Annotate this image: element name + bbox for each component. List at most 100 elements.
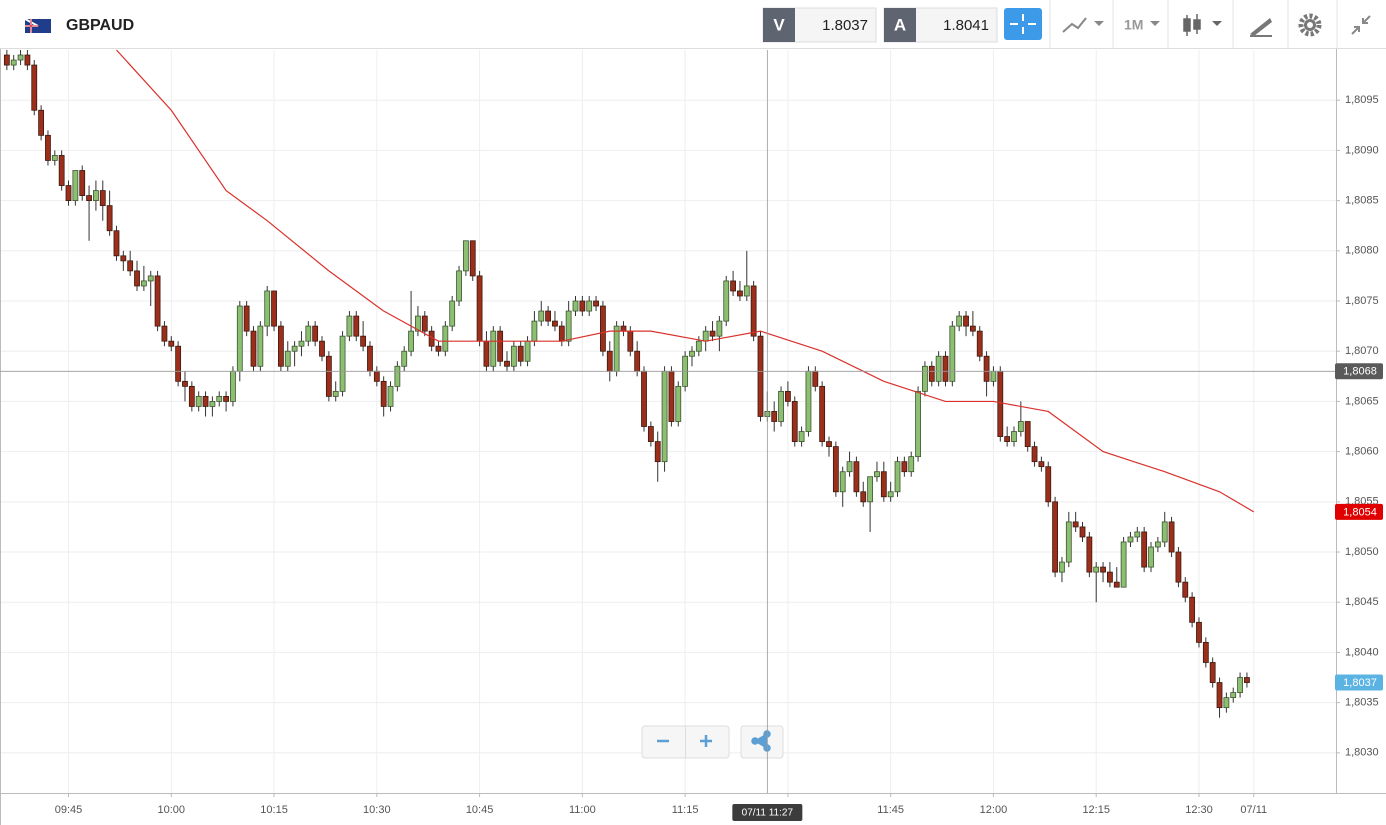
candle-body <box>517 345 524 362</box>
candle-body <box>127 260 134 272</box>
y-tick-label: 1,8065 <box>1345 395 1379 407</box>
candle-body <box>819 385 826 442</box>
chart-type-icon[interactable] <box>1062 17 1104 33</box>
candle-body <box>1182 581 1189 598</box>
collapse-icon[interactable] <box>1351 15 1371 35</box>
candle-body <box>737 290 743 297</box>
zoom-controls[interactable] <box>641 725 784 759</box>
y-tick-label: 1,8040 <box>1345 646 1379 658</box>
candle-body <box>586 300 593 312</box>
candle-body <box>778 390 784 422</box>
candle-body <box>1237 677 1243 693</box>
draw-icon[interactable] <box>1250 18 1272 37</box>
candle-body <box>236 305 243 372</box>
candle-body <box>168 340 175 347</box>
candle-body <box>1107 571 1113 583</box>
crosshair-button[interactable] <box>1004 8 1042 40</box>
plot-area <box>0 49 1336 793</box>
candle-body <box>394 365 401 387</box>
candle-body <box>312 325 319 342</box>
candle-body <box>935 355 942 382</box>
candle-body <box>1168 521 1175 553</box>
candles-icon[interactable] <box>1183 14 1222 36</box>
candle-body <box>1120 541 1127 588</box>
y-tick-label: 1,8030 <box>1345 747 1379 759</box>
candle-body <box>476 275 483 342</box>
symbol: GBPAUD <box>66 17 134 34</box>
candle-body <box>278 325 284 367</box>
candle-body <box>353 315 360 337</box>
candle-body <box>1059 561 1065 573</box>
bid-box[interactable]: V 1.8037 <box>762 7 877 43</box>
candle-body <box>346 315 353 337</box>
candle-body <box>1230 692 1237 699</box>
candle-body <box>832 446 839 493</box>
ask-box[interactable]: A 1.8041 <box>883 7 998 43</box>
candle-body <box>531 320 538 342</box>
candle-body <box>291 345 298 352</box>
candle-body <box>757 335 764 417</box>
crosshair-time-box <box>732 804 803 821</box>
candle-body <box>3 54 10 66</box>
candle-body <box>969 325 976 332</box>
candle-body <box>223 395 229 402</box>
candle-body <box>93 190 99 202</box>
y-tick-label: 1,8090 <box>1345 144 1379 156</box>
candle-body <box>956 315 963 327</box>
candle-body <box>298 340 305 347</box>
candle-body <box>1196 621 1202 643</box>
candle-body <box>874 471 880 478</box>
candle-body <box>730 280 736 292</box>
price-marker <box>1335 674 1383 691</box>
candle-body <box>1052 501 1058 573</box>
candle-body <box>620 325 627 332</box>
candle-body <box>579 300 586 312</box>
crosshair-time-label: 07/11 11:27 <box>742 808 794 819</box>
x-tick-label: 10:45 <box>466 804 494 816</box>
candle-body <box>38 109 45 136</box>
timeframe[interactable]: 1M <box>1124 17 1160 33</box>
candle-body <box>1141 531 1148 568</box>
candle-body <box>380 380 387 407</box>
candle-body <box>250 330 257 367</box>
candle-body <box>45 134 51 161</box>
candle-body <box>771 411 778 422</box>
price-marker <box>1335 363 1383 380</box>
candle-body <box>524 340 531 362</box>
candle-body <box>1189 596 1196 623</box>
candle-body <box>1161 521 1168 543</box>
x-tick-label: 11:45 <box>877 804 904 816</box>
candle-body <box>915 390 921 458</box>
settings-icon[interactable] <box>1298 13 1322 37</box>
moving-average <box>116 49 1255 513</box>
bid-price: 1.8037 <box>822 17 868 34</box>
candle-body <box>154 275 161 327</box>
candle-body <box>867 476 874 503</box>
candle-body <box>305 325 312 342</box>
candle-body <box>695 340 702 352</box>
candle-body <box>654 441 661 463</box>
candle-body <box>387 385 394 407</box>
candle-body <box>415 315 421 332</box>
candle-body <box>106 205 113 232</box>
candle-body <box>1244 677 1250 683</box>
candle-body <box>675 385 682 422</box>
candle-body <box>887 491 894 498</box>
candle-body <box>1024 421 1031 448</box>
candle-body <box>668 370 675 422</box>
candle-body <box>497 330 504 362</box>
candle-body <box>367 345 373 372</box>
candle-body <box>339 335 346 392</box>
candle-body <box>1017 421 1024 432</box>
y-tick-label: 1,8080 <box>1345 245 1379 257</box>
x-tick-label: 11:15 <box>672 804 699 816</box>
y-tick-label: 1,8050 <box>1345 546 1379 558</box>
candle-body <box>1134 531 1141 538</box>
candle-body <box>10 59 17 66</box>
candle-body <box>627 330 634 352</box>
candle-body <box>798 431 805 442</box>
candle-body <box>709 330 716 337</box>
candle-body <box>140 280 147 287</box>
candle-body <box>743 285 750 297</box>
